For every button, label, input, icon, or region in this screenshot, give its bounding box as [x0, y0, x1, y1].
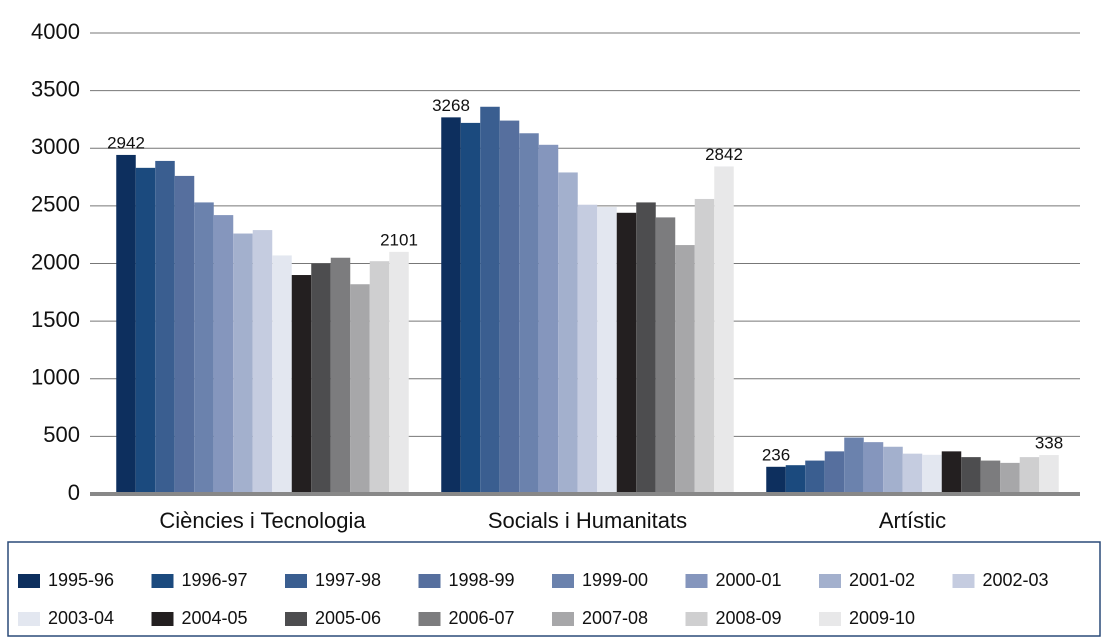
legend-box	[7, 541, 1101, 637]
y-tick-label: 4000	[31, 19, 80, 44]
bar	[785, 465, 806, 494]
bar	[369, 261, 390, 494]
legend-swatch	[819, 612, 841, 626]
bar	[616, 212, 637, 495]
bar	[597, 207, 617, 494]
bar	[863, 442, 884, 494]
bar	[460, 122, 481, 495]
bar	[480, 106, 500, 494]
legend-label: 2009-10	[849, 608, 915, 628]
legend-label: 2007-08	[582, 608, 648, 628]
legend-swatch	[952, 574, 975, 588]
bar	[961, 457, 981, 494]
bar	[499, 120, 520, 494]
legend-label: 2008-09	[716, 608, 782, 628]
legend-label: 2000-01	[716, 570, 782, 590]
x-tick-label: Ciències i Tecnologia	[159, 508, 366, 533]
bar	[766, 466, 786, 494]
bar	[213, 215, 234, 494]
bar	[694, 198, 715, 494]
bar	[844, 437, 864, 494]
legend-label: 1999-00	[582, 570, 648, 590]
bar	[311, 263, 331, 494]
bar	[291, 275, 312, 494]
legend-swatch	[18, 612, 40, 626]
value-label: 236	[762, 445, 790, 464]
bar	[675, 245, 695, 494]
y-tick-label: 1500	[31, 307, 80, 332]
bar	[135, 167, 156, 494]
bar	[1039, 455, 1059, 494]
bar	[233, 233, 253, 494]
bar	[922, 454, 942, 494]
legend-swatch	[685, 574, 708, 588]
value-label: 338	[1035, 434, 1063, 453]
y-tick-label: 3500	[31, 76, 80, 101]
bar	[941, 451, 962, 494]
bar	[538, 144, 559, 495]
legend-swatch	[285, 574, 307, 588]
legend-swatch	[151, 574, 174, 588]
legend-label: 2004-05	[182, 608, 248, 628]
bar	[980, 460, 1001, 494]
legend-swatch	[552, 612, 574, 626]
value-label: 3268	[432, 96, 470, 115]
bar	[824, 451, 845, 494]
legend-label: 2002-03	[983, 570, 1049, 590]
y-tick-label: 3000	[31, 134, 80, 159]
legend-swatch	[819, 574, 841, 588]
bar	[389, 251, 409, 494]
bar	[350, 284, 370, 494]
legend-swatch	[285, 612, 307, 626]
bar	[902, 453, 923, 494]
y-tick-label: 500	[43, 422, 80, 447]
legend-swatch	[18, 574, 40, 588]
bar	[519, 133, 539, 494]
bar	[272, 255, 292, 494]
legend-swatch	[552, 574, 574, 588]
legend-swatch	[685, 612, 708, 626]
bar	[714, 166, 734, 494]
legend-label: 1996-97	[182, 570, 248, 590]
legend-swatch	[151, 612, 174, 626]
value-label: 2942	[107, 133, 145, 152]
bar	[441, 117, 461, 494]
y-tick-label: 2500	[31, 192, 80, 217]
bar	[194, 202, 214, 495]
legend-label: 2003-04	[48, 608, 114, 628]
bar	[174, 175, 195, 494]
y-tick-label: 2000	[31, 249, 80, 274]
bar	[252, 230, 273, 494]
y-tick-label: 1000	[31, 365, 80, 390]
legend-label: 1995-96	[48, 570, 114, 590]
value-label: 2101	[380, 230, 418, 249]
x-tick-label: Artístic	[879, 508, 946, 533]
bar	[577, 204, 598, 494]
bar	[330, 257, 351, 494]
x-tick-label: Socials i Humanitats	[488, 508, 687, 533]
legend-label: 1998-99	[449, 570, 515, 590]
bar	[655, 217, 676, 494]
bar	[636, 202, 656, 495]
legend-label: 2005-06	[315, 608, 381, 628]
bar	[558, 172, 578, 494]
bar	[805, 460, 825, 494]
legend-label: 1997-98	[315, 570, 381, 590]
y-tick-label: 0	[68, 480, 80, 505]
legend-swatch	[418, 612, 441, 626]
legend-label: 2001-02	[849, 570, 915, 590]
bar	[1019, 457, 1040, 494]
bar	[116, 154, 136, 494]
bar	[1000, 462, 1020, 494]
legend-swatch	[418, 574, 441, 588]
legend-label: 2006-07	[449, 608, 515, 628]
value-label: 2842	[705, 145, 743, 164]
bar	[883, 446, 903, 494]
bar	[155, 160, 175, 495]
